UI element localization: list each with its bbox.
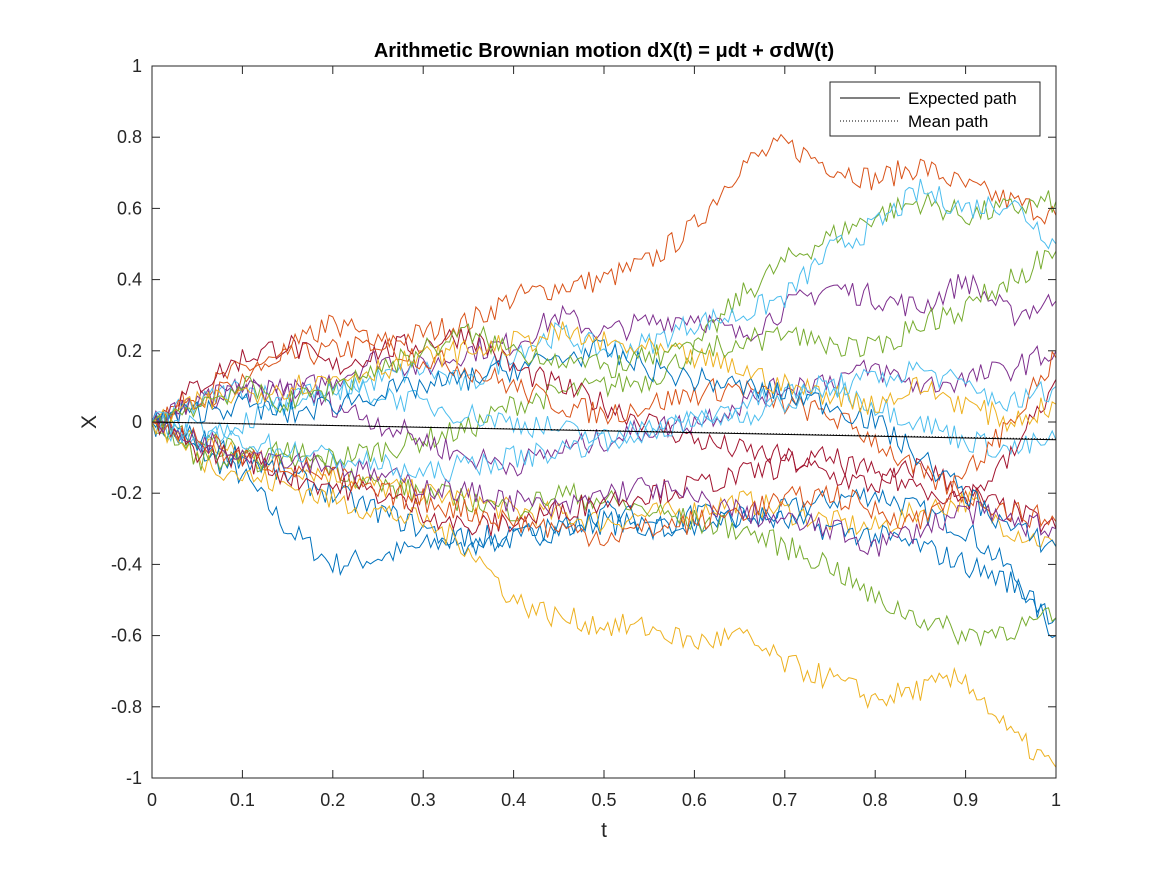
y-tick-label: 0.2 — [117, 341, 142, 361]
simulated-path-line — [151, 421, 1057, 768]
simulated-path-line — [151, 379, 1057, 537]
simulated-path-line — [151, 416, 1057, 639]
simulated-path-line — [151, 345, 1057, 477]
simulated-paths — [151, 133, 1057, 768]
reference-paths — [151, 421, 1057, 441]
simulated-path-line — [151, 350, 1057, 548]
x-tick-label: 0.2 — [320, 790, 345, 810]
y-tick-label: 0 — [132, 412, 142, 432]
y-tick-label: -1 — [126, 768, 142, 788]
chart-title: Arithmetic Brownian motion dX(t) = μdt +… — [374, 40, 834, 62]
legend: Expected path Mean path — [829, 81, 1041, 137]
y-tick-label: -0.8 — [111, 697, 142, 717]
y-tick-label: -0.6 — [111, 626, 142, 646]
legend-label-mean-path: Mean path — [908, 112, 988, 131]
x-tick-label: 0.5 — [591, 790, 616, 810]
simulated-path-line — [151, 327, 1057, 534]
y-tick-label: -0.2 — [111, 483, 142, 503]
legend-label-expected-path: Expected path — [908, 89, 1017, 108]
x-tick-label: 0.3 — [411, 790, 436, 810]
y-axis-label: X — [78, 415, 101, 429]
simulated-path-line — [151, 321, 1057, 433]
x-axis-label: t — [601, 819, 607, 842]
axis-ticks: 0 0.1 0.2 0.3 0.4 0.5 0.6 0.7 0.8 0.9 1 -1 -0.8 -0.6 -… — [111, 56, 1061, 810]
x-tick-label: 0.8 — [863, 790, 888, 810]
simulated-path-line — [151, 413, 1057, 625]
simulated-path-line — [151, 314, 1057, 529]
y-tick-label: 0.6 — [117, 198, 142, 218]
y-tick-label: -0.4 — [111, 554, 142, 574]
x-tick-label: 0.7 — [772, 790, 797, 810]
simulated-path-line — [151, 421, 1057, 647]
y-tick-label: 0.4 — [117, 270, 142, 290]
simulated-path-line — [151, 415, 1057, 557]
x-tick-label: 0.6 — [682, 790, 707, 810]
y-tick-label: 1 — [132, 56, 142, 76]
x-tick-label: 0 — [147, 790, 157, 810]
legend-box — [829, 81, 1041, 137]
simulated-path-line — [151, 374, 1057, 458]
y-tick-label: 0.8 — [117, 127, 142, 147]
simulated-path-line — [151, 360, 1057, 482]
x-tick-label: 0.9 — [953, 790, 978, 810]
simulated-path-line — [151, 178, 1057, 423]
simulated-path-line — [151, 415, 1057, 548]
x-tick-label: 0.1 — [230, 790, 255, 810]
simulated-path-line — [151, 249, 1057, 430]
x-tick-label: 1 — [1051, 790, 1061, 810]
mean-path-line — [151, 421, 1057, 440]
x-tick-label: 0.4 — [501, 790, 526, 810]
simulated-path-line — [151, 190, 1057, 470]
plot-area-background — [152, 66, 1056, 778]
simulated-path-line — [151, 339, 1057, 554]
